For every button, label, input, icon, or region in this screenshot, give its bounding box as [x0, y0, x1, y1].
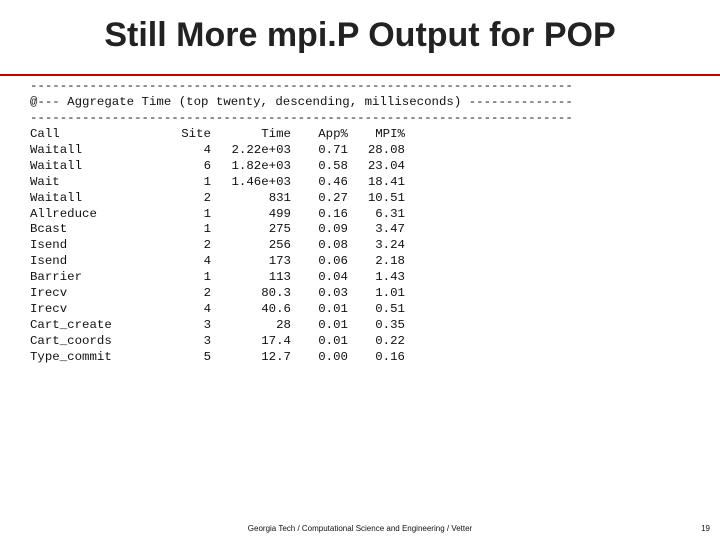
table-cell: 1: [203, 206, 211, 221]
table-cell: 2: [203, 190, 211, 205]
rule-line: ----------------------------------------…: [30, 111, 573, 125]
table-cell: 0.01: [318, 333, 348, 348]
table-cell: Irecv: [30, 301, 68, 316]
table-cell: 28.08: [367, 142, 405, 157]
table-cell: 1: [203, 174, 211, 189]
table-cell: 0.09: [318, 222, 348, 237]
table-cell: 4: [203, 142, 211, 157]
table-cell: 40.6: [261, 301, 291, 316]
table-cell: 0.06: [318, 254, 348, 269]
table-cell: 5: [203, 349, 211, 364]
table-cell: 10.51: [367, 190, 405, 205]
table-cell: 0.46: [318, 174, 348, 189]
title-rule: [0, 74, 720, 76]
table-cell: 2.22e+03: [231, 142, 292, 157]
table-cell: 0.03: [318, 286, 348, 300]
table-cell: 0.58: [318, 158, 348, 173]
table-cell: 3.24: [375, 238, 405, 253]
table-cell: Isend: [30, 254, 68, 269]
table-cell: 0.51: [375, 301, 405, 316]
table-cell: 4: [203, 301, 211, 316]
table-cell: 3: [203, 333, 211, 348]
table-cell: 256: [268, 238, 291, 253]
table-cell: 0.01: [318, 317, 348, 332]
table-cell: Type_commit: [30, 349, 112, 364]
slide-title: Still More mpi.P Output for POP: [104, 16, 616, 54]
table-cell: 0.08: [318, 238, 348, 253]
table-cell: 275: [268, 222, 291, 237]
table-cell: 499: [268, 206, 291, 221]
table-cell: 6.31: [375, 206, 405, 221]
table-cell: 17.4: [261, 333, 291, 348]
table-cell: 23.04: [367, 158, 405, 173]
column-header: App%: [318, 127, 348, 141]
table-cell: 0.00: [318, 349, 348, 364]
column-header: Call: [30, 127, 60, 141]
column-header: Site: [181, 127, 211, 141]
table-cell: Bcast: [30, 222, 68, 237]
table-cell: 28: [276, 317, 291, 332]
table-cell: Allreduce: [30, 206, 97, 221]
banner-line: @--- Aggregate Time (top twenty, descend…: [30, 95, 573, 109]
table-cell: Waitall: [30, 190, 83, 205]
table-cell: Wait: [30, 174, 60, 189]
table-cell: 2: [203, 238, 211, 253]
table-cell: 4: [203, 254, 211, 269]
table-cell: 0.01: [318, 301, 348, 316]
table-cell: 0.04: [318, 270, 348, 285]
table-cell: 3: [203, 317, 211, 332]
table-cell: 1: [203, 222, 211, 237]
table-cell: 80.3: [261, 286, 291, 300]
table-cell: 0.16: [375, 349, 405, 364]
page-number: 19: [701, 524, 710, 533]
table-cell: 18.41: [367, 174, 405, 189]
table-cell: Isend: [30, 238, 68, 253]
table-cell: 1.01: [375, 286, 405, 300]
table-cell: 6: [203, 158, 211, 173]
table-cell: 2: [203, 286, 211, 300]
table-cell: 113: [268, 270, 291, 285]
table-cell: 0.35: [375, 317, 405, 332]
table-cell: Waitall: [30, 158, 83, 173]
table-cell: 0.71: [318, 142, 348, 157]
column-header: Time: [261, 127, 291, 141]
table-cell: 12.7: [261, 349, 291, 364]
table-cell: Waitall: [30, 142, 83, 157]
table-cell: 173: [268, 254, 291, 269]
table-cell: 0.22: [375, 333, 405, 348]
table-cell: Cart_create: [30, 317, 112, 332]
table-cell: Irecv: [30, 286, 68, 300]
table-cell: 831: [268, 190, 291, 205]
table-cell: 0.16: [318, 206, 348, 221]
rule-line: ----------------------------------------…: [30, 79, 573, 93]
table-cell: Barrier: [30, 270, 83, 285]
table-cell: 1.46e+03: [231, 174, 292, 189]
table-cell: 2.18: [375, 254, 405, 269]
table-cell: 1.82e+03: [231, 158, 292, 173]
table-cell: 0.27: [318, 190, 348, 205]
table-cell: Cart_coords: [30, 333, 112, 348]
table-cell: 3.47: [375, 222, 405, 237]
table-cell: 1: [203, 270, 211, 285]
table-cell: 1.43: [375, 270, 405, 285]
column-header: MPI%: [375, 127, 405, 141]
footer-text: Georgia Tech / Computational Science and…: [247, 524, 473, 533]
